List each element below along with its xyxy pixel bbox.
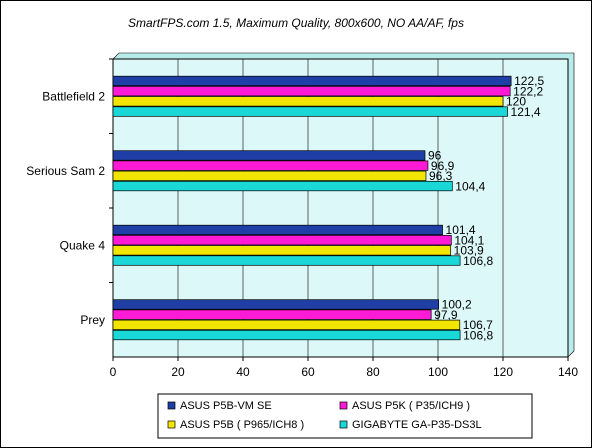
category-label: Quake 4 [60, 238, 106, 252]
legend-box [157, 393, 533, 439]
data-label: 100,2 [442, 298, 472, 312]
x-tick-label: 80 [366, 365, 380, 379]
legend-label: GIGABYTE GA-P35-DS3L [352, 419, 482, 431]
data-label: 101,4 [446, 223, 476, 237]
bar [112, 299, 439, 310]
bar [112, 106, 508, 117]
data-label: 97,9 [434, 308, 458, 322]
bar [112, 329, 461, 341]
data-label: 106,7 [463, 318, 493, 332]
data-label: 104,4 [455, 179, 485, 193]
data-label: 96 [428, 149, 442, 163]
bar [112, 150, 426, 161]
bar [112, 224, 443, 236]
data-label: 106,8 [463, 328, 493, 342]
bar [112, 255, 461, 266]
legend-swatch [167, 401, 176, 410]
data-label: 96,9 [431, 159, 455, 173]
x-tick-label: 60 [301, 365, 315, 379]
bar [112, 235, 452, 246]
category-label: Prey [80, 313, 105, 327]
legend-swatch [167, 420, 176, 429]
bar [112, 96, 504, 107]
x-tick-label: 120 [493, 365, 513, 379]
category-label: Serious Sam 2 [26, 164, 105, 178]
x-tick-label: 0 [110, 365, 117, 379]
bar [112, 319, 461, 330]
x-tick-label: 100 [428, 365, 448, 379]
x-tick-label: 20 [171, 365, 185, 379]
data-label: 96,3 [429, 169, 453, 183]
data-label: 104,1 [454, 233, 484, 247]
bar [112, 245, 452, 256]
x-tick-label: 140 [558, 365, 578, 379]
legend-label: ASUS P5K ( P35/ICH9 ) [352, 400, 470, 412]
data-label: 120 [506, 95, 526, 109]
category-label: Battlefield 2 [42, 89, 105, 103]
data-label: 121,4 [511, 105, 541, 119]
legend-label: ASUS P5B-VM SE [180, 400, 272, 412]
legend-swatch [339, 401, 348, 410]
bar [112, 180, 453, 192]
data-label: 122,5 [514, 74, 544, 88]
data-label: 106,8 [463, 254, 493, 268]
bar [112, 309, 432, 320]
legend-swatch [339, 420, 348, 429]
bar [112, 160, 429, 171]
bar [112, 75, 512, 87]
x-tick-label: 40 [236, 365, 250, 379]
chart-title: SmartFPS.com 1.5, Maximum Quality, 800x6… [128, 16, 464, 30]
bar [112, 86, 511, 97]
data-label: 122,2 [513, 84, 543, 98]
legend-label: ASUS P5B ( P965/ICH8 ) [180, 419, 304, 431]
bar [112, 170, 427, 181]
data-label: 103,9 [454, 244, 484, 258]
